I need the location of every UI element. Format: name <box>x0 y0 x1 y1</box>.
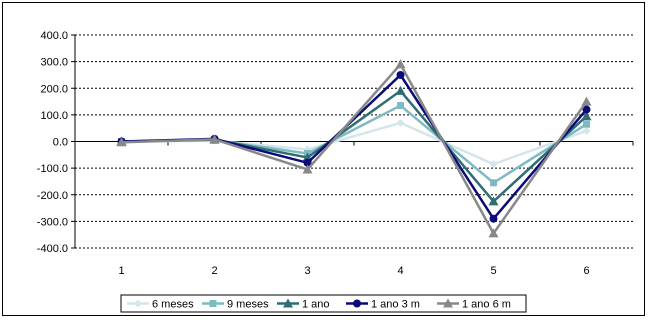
y-tick-labels: 400.0 300.0 200.0 100.0 0.0 -100.0 -200.0 -300.… <box>37 30 68 255</box>
y-tick-label: -400.0 <box>37 243 68 255</box>
data-point <box>396 70 405 79</box>
series-line <box>121 72 588 221</box>
x-tick-labels: 1 2 3 4 5 6 <box>118 265 589 277</box>
x-tick-label: 1 <box>118 265 124 277</box>
line-chart: 400.0 300.0 200.0 100.0 0.0 -100.0 -200.0 -300.… <box>37 30 634 313</box>
x-tick-label: 4 <box>397 265 403 277</box>
legend-item: 1 ano <box>277 298 330 311</box>
data-point <box>396 118 405 127</box>
data-point <box>582 126 591 135</box>
data-point <box>488 228 499 238</box>
x-tick-label: 5 <box>490 265 496 277</box>
data-point <box>116 137 127 147</box>
data-point <box>303 158 312 167</box>
y-tick-label: 0.0 <box>53 137 68 149</box>
data-point <box>490 179 497 187</box>
data-point <box>395 59 406 69</box>
series-lines <box>116 59 592 238</box>
y-tick-label: -200.0 <box>37 190 68 202</box>
series-line <box>121 89 588 204</box>
chart-frame: 400.0 300.0 200.0 100.0 0.0 -100.0 -200.0 -300.… <box>2 2 645 316</box>
legend-marker <box>443 298 453 308</box>
y-tick-label: 400.0 <box>40 30 68 42</box>
data-point <box>302 164 313 174</box>
legend-label: 1 ano <box>302 299 330 311</box>
legend-label: 1 ano 6 m <box>462 299 511 311</box>
series-line <box>121 62 588 236</box>
legend-marker <box>283 298 293 308</box>
data-point <box>489 160 498 169</box>
legend-marker <box>209 300 217 307</box>
data-point <box>583 120 590 128</box>
x-tick-label: 3 <box>304 265 310 277</box>
legend-box <box>120 294 527 313</box>
y-tick-label: 100.0 <box>40 110 68 122</box>
data-point <box>582 105 591 114</box>
data-point <box>397 102 404 110</box>
legend-item: 9 meses <box>202 299 269 311</box>
x-tick-label: 2 <box>211 265 217 277</box>
legend-item: 6 meses <box>127 299 194 311</box>
legend: 6 meses 9 meses 1 ano 1 ano 3 m 1 ano 6 m <box>120 294 527 313</box>
data-point <box>395 85 406 95</box>
x-tick-label: 6 <box>583 265 589 277</box>
data-point <box>489 214 498 223</box>
y-tick-label: 200.0 <box>40 83 68 95</box>
data-point <box>581 111 592 121</box>
legend-marker <box>134 299 142 308</box>
legend-label: 1 ano 3 m <box>371 299 420 311</box>
data-point <box>209 134 220 144</box>
legend-label: 6 meses <box>152 299 194 311</box>
legend-marker <box>353 299 361 308</box>
series-5 <box>116 59 592 238</box>
legend-item: 1 ano 6 m <box>437 298 511 311</box>
legend-label: 9 meses <box>227 299 269 311</box>
y-tick-label: -300.0 <box>37 216 68 228</box>
legend-item: 1 ano 3 m <box>346 299 420 311</box>
data-point <box>488 196 499 206</box>
series-4 <box>117 70 591 223</box>
data-point <box>581 96 592 106</box>
y-tick-label: 300.0 <box>40 57 68 69</box>
y-tick-label: -100.0 <box>37 163 68 175</box>
